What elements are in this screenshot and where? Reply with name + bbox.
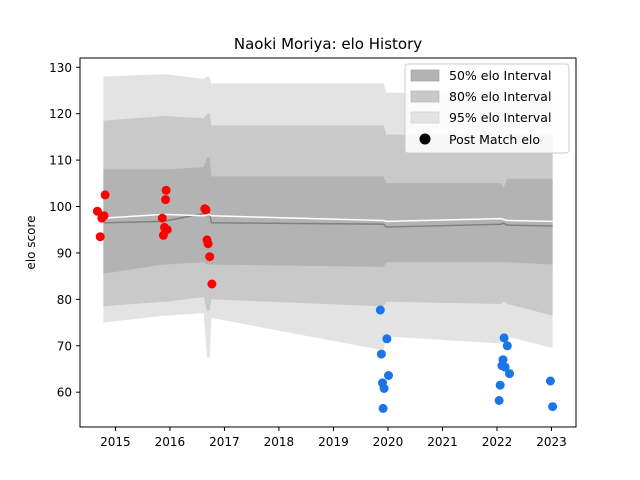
post-match-point-loss — [499, 333, 509, 343]
x-tick-label: 2019 — [318, 435, 349, 449]
x-tick-label: 2017 — [209, 435, 240, 449]
post-match-point-win — [157, 213, 167, 223]
post-match-point-loss — [498, 355, 508, 365]
legend-swatch-50 — [410, 69, 440, 82]
x-tick-label: 2020 — [373, 435, 404, 449]
x-tick-label: 2023 — [536, 435, 567, 449]
mean-elo-line — [103, 211, 553, 228]
post-match-point-win — [203, 239, 213, 249]
y-tick-label: 60 — [57, 386, 72, 400]
median-elo-line — [103, 213, 553, 223]
x-tick-label: 2015 — [100, 435, 131, 449]
post-match-point-loss — [382, 334, 392, 344]
y-axis: 60 70 80 90 100 110 120 130 — [49, 61, 80, 400]
x-tick-label: 2018 — [264, 435, 295, 449]
post-match-point-win — [205, 252, 215, 262]
x-tick-label: 2021 — [427, 435, 458, 449]
legend-swatch-80 — [410, 90, 440, 103]
post-match-point-loss — [545, 376, 555, 386]
post-match-point-win — [201, 205, 211, 215]
post-match-point-loss — [375, 305, 385, 315]
x-tick-label: 2016 — [155, 435, 186, 449]
legend-label-50: 50% elo Interval — [449, 68, 551, 83]
post-match-point-loss — [500, 362, 510, 372]
legend: 50% elo Interval 80% elo Interval 95% el… — [404, 63, 570, 154]
legend-label-post-match: Post Match elo — [449, 132, 540, 147]
post-match-point-loss — [384, 371, 393, 380]
post-match-point-loss — [379, 384, 389, 393]
post-match-point-win — [92, 206, 102, 216]
post-match-point-win — [207, 279, 217, 289]
y-tick-label: 110 — [49, 154, 72, 168]
legend-frame — [404, 63, 570, 154]
legend-label-80: 80% elo Interval — [449, 89, 551, 104]
post-match-point-loss — [505, 369, 514, 379]
band-50 — [103, 157, 553, 274]
x-tick-label: 2022 — [482, 435, 513, 449]
post-match-point-loss — [494, 396, 504, 405]
axes-frame — [79, 57, 577, 428]
post-match-point-loss — [548, 402, 558, 412]
y-tick-label: 80 — [57, 293, 72, 307]
post-match-point-loss — [495, 380, 505, 390]
y-tick-label: 90 — [57, 246, 72, 260]
post-match-point-loss — [502, 341, 512, 351]
post-match-point-win — [162, 225, 172, 235]
post-match-point-loss — [378, 403, 388, 413]
post-match-point-win — [99, 211, 109, 221]
legend-label-95: 95% elo Interval — [449, 110, 551, 125]
post-match-point-loss — [376, 349, 386, 359]
y-axis-label: elo score — [24, 215, 38, 269]
y-tick-label: 100 — [49, 200, 72, 214]
legend-swatch-95 — [410, 111, 440, 124]
post-match-point-win — [161, 185, 171, 195]
y-tick-label: 120 — [49, 107, 72, 121]
post-match-point-win — [95, 232, 105, 242]
legend-marker-post-match — [419, 133, 431, 145]
y-tick-label: 70 — [57, 339, 72, 353]
post-match-point-win — [161, 195, 171, 205]
x-axis: 2015 2016 2017 2018 2019 2020 2021 2022 2023 — [100, 427, 567, 449]
post-match-point-win — [100, 190, 110, 200]
y-tick-label: 130 — [49, 61, 72, 75]
chart-title: Naoki Moriya: elo History — [234, 35, 422, 53]
